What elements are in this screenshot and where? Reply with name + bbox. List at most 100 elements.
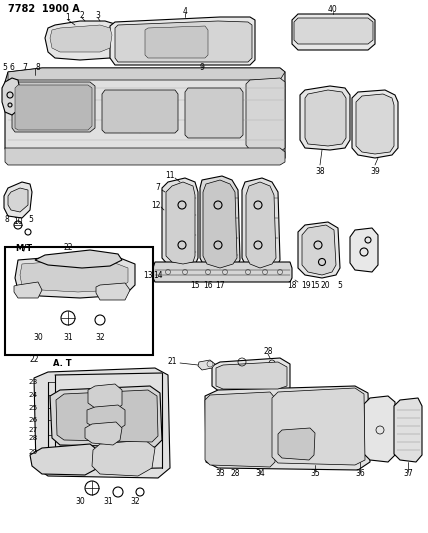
Polygon shape — [166, 182, 195, 264]
Polygon shape — [145, 26, 208, 58]
Polygon shape — [292, 14, 375, 50]
Polygon shape — [153, 262, 292, 282]
Polygon shape — [162, 178, 198, 268]
Text: M/T: M/T — [15, 244, 32, 253]
Polygon shape — [20, 260, 128, 292]
Polygon shape — [5, 68, 285, 162]
Text: 9: 9 — [199, 63, 205, 72]
Text: 7782  1900 A: 7782 1900 A — [8, 4, 80, 14]
Polygon shape — [96, 283, 130, 300]
Polygon shape — [30, 444, 100, 475]
Text: 5: 5 — [338, 280, 342, 289]
Polygon shape — [216, 362, 287, 389]
Polygon shape — [88, 384, 122, 410]
Polygon shape — [302, 225, 336, 275]
Polygon shape — [305, 90, 346, 146]
Text: 35: 35 — [310, 470, 320, 479]
Polygon shape — [203, 180, 237, 268]
Polygon shape — [300, 86, 350, 150]
Text: 3: 3 — [95, 12, 101, 20]
Polygon shape — [352, 90, 398, 158]
Polygon shape — [205, 386, 370, 470]
Text: 30: 30 — [33, 334, 43, 343]
Text: 8: 8 — [5, 215, 10, 224]
Text: 30: 30 — [75, 497, 85, 506]
Polygon shape — [200, 176, 240, 272]
Polygon shape — [102, 90, 178, 133]
Text: 28: 28 — [29, 435, 38, 441]
Bar — [5, 247, 153, 355]
Polygon shape — [92, 440, 155, 476]
Text: 22: 22 — [63, 244, 73, 253]
Text: 22: 22 — [30, 356, 39, 365]
Text: 7: 7 — [23, 62, 27, 71]
Polygon shape — [364, 396, 395, 462]
Polygon shape — [4, 182, 32, 218]
Text: 26: 26 — [29, 417, 38, 423]
Polygon shape — [34, 368, 170, 478]
Text: 7: 7 — [155, 183, 160, 192]
Text: 36: 36 — [355, 470, 365, 479]
Polygon shape — [8, 68, 285, 80]
Text: 14: 14 — [153, 271, 163, 280]
Text: 23: 23 — [29, 379, 38, 385]
Polygon shape — [50, 386, 162, 447]
Polygon shape — [50, 25, 112, 52]
Polygon shape — [15, 255, 135, 298]
Text: 24: 24 — [29, 392, 38, 398]
Text: 21: 21 — [167, 358, 177, 367]
Polygon shape — [12, 82, 95, 132]
Polygon shape — [198, 360, 215, 370]
Polygon shape — [14, 282, 42, 298]
Polygon shape — [394, 398, 422, 462]
Text: 28: 28 — [230, 470, 240, 479]
Polygon shape — [356, 94, 394, 154]
Text: 1: 1 — [65, 13, 70, 22]
Text: 31: 31 — [63, 334, 73, 343]
Text: 39: 39 — [370, 167, 380, 176]
Polygon shape — [205, 392, 275, 467]
Polygon shape — [45, 21, 118, 60]
Text: 5: 5 — [29, 215, 33, 224]
Polygon shape — [294, 18, 373, 44]
Text: 15: 15 — [190, 280, 200, 289]
Text: 17: 17 — [215, 280, 225, 289]
Polygon shape — [246, 182, 276, 268]
Text: 19: 19 — [301, 280, 311, 289]
Text: 38: 38 — [315, 167, 325, 176]
Polygon shape — [185, 88, 243, 138]
Text: 5: 5 — [2, 63, 7, 72]
Polygon shape — [56, 390, 158, 442]
Polygon shape — [35, 250, 122, 268]
Text: 18: 18 — [287, 280, 297, 289]
Text: 32: 32 — [95, 334, 105, 343]
Text: 25: 25 — [29, 405, 38, 411]
Polygon shape — [246, 78, 285, 152]
Polygon shape — [15, 85, 92, 130]
Text: 13: 13 — [143, 271, 153, 280]
Text: 40: 40 — [328, 5, 338, 14]
Text: 2: 2 — [80, 12, 84, 20]
Polygon shape — [5, 148, 285, 165]
Polygon shape — [242, 178, 280, 272]
Polygon shape — [212, 358, 290, 392]
Polygon shape — [350, 228, 378, 272]
Text: 37: 37 — [403, 470, 413, 479]
Text: 29: 29 — [29, 449, 38, 455]
Text: 32: 32 — [130, 497, 140, 506]
Polygon shape — [110, 17, 255, 65]
Text: 16: 16 — [203, 280, 213, 289]
Text: 8: 8 — [36, 62, 40, 71]
Polygon shape — [272, 388, 365, 465]
Text: 12: 12 — [151, 200, 161, 209]
Polygon shape — [115, 21, 252, 62]
Text: 20: 20 — [320, 280, 330, 289]
Text: 11: 11 — [165, 172, 175, 181]
Polygon shape — [298, 222, 340, 278]
Text: 6: 6 — [9, 62, 15, 71]
Text: 15: 15 — [310, 280, 320, 289]
Text: 10: 10 — [13, 217, 23, 227]
Polygon shape — [2, 78, 20, 115]
Polygon shape — [85, 422, 122, 445]
Text: 31: 31 — [103, 497, 113, 506]
